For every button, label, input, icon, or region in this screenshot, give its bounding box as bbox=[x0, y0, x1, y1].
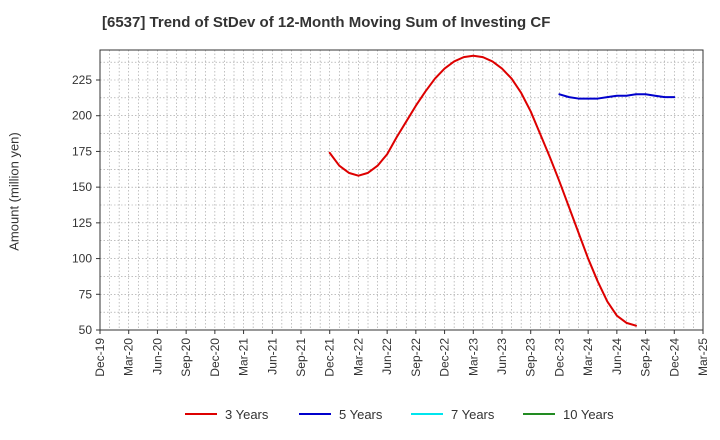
x-tick-label: Dec-22 bbox=[438, 338, 452, 377]
y-tick-label: 200 bbox=[72, 109, 92, 123]
plot-frame bbox=[99, 49, 704, 331]
x-tick-label: Jun-20 bbox=[150, 338, 164, 375]
x-tick-label: Mar-23 bbox=[466, 338, 480, 376]
x-tick-label: Dec-20 bbox=[208, 338, 222, 377]
y-tick-label: 225 bbox=[72, 73, 92, 87]
x-tick-label: Sep-21 bbox=[294, 338, 308, 377]
legend-label: 10 Years bbox=[563, 407, 614, 422]
y-tick-label: 100 bbox=[72, 252, 92, 266]
x-tick-label: Jun-24 bbox=[610, 338, 624, 375]
x-tick-label: Mar-22 bbox=[351, 338, 365, 376]
series-lines bbox=[328, 54, 676, 327]
y-tick-label: 175 bbox=[72, 144, 92, 158]
x-tick-label: Dec-21 bbox=[323, 338, 337, 377]
x-tick-label: Sep-24 bbox=[639, 338, 653, 377]
x-tick-label: Mar-24 bbox=[581, 338, 595, 376]
x-tick-label: Mar-21 bbox=[237, 338, 251, 376]
x-tick-label: Dec-19 bbox=[93, 338, 107, 377]
x-tick-label: Sep-22 bbox=[409, 338, 423, 377]
legend-label: 7 Years bbox=[451, 407, 495, 422]
legend-label: 5 Years bbox=[339, 407, 383, 422]
legend: 3 Years 5 Years 7 Years 10 Years bbox=[185, 407, 614, 422]
x-tick-label: Jun-21 bbox=[265, 338, 279, 375]
x-tick-label: Mar-20 bbox=[122, 338, 136, 376]
y-tick-label: 50 bbox=[79, 323, 93, 337]
y-tick-label: 75 bbox=[79, 287, 93, 301]
y-tick-label: 125 bbox=[72, 216, 92, 230]
x-tick-label: Sep-23 bbox=[524, 338, 538, 377]
x-tick-label: Dec-24 bbox=[667, 338, 681, 377]
x-tick-label: Jun-23 bbox=[495, 338, 509, 375]
x-tick-label: Jun-22 bbox=[380, 338, 394, 375]
x-tick-label: Dec-23 bbox=[552, 338, 566, 377]
grid-lines bbox=[99, 50, 704, 331]
chart-title: [6537] Trend of StDev of 12-Month Moving… bbox=[102, 14, 551, 31]
series-line-3-years bbox=[328, 54, 637, 327]
x-tick-label: Mar-25 bbox=[696, 338, 710, 376]
x-tick-label: Sep-20 bbox=[179, 338, 193, 377]
series-line-5-years bbox=[558, 93, 676, 100]
axes: 50 75 100 125 150 175 200 225 Dec-19 Mar-20 Jun-20… bbox=[72, 49, 710, 377]
y-tick-label: 150 bbox=[72, 180, 92, 194]
legend-label: 3 Years bbox=[225, 407, 269, 422]
